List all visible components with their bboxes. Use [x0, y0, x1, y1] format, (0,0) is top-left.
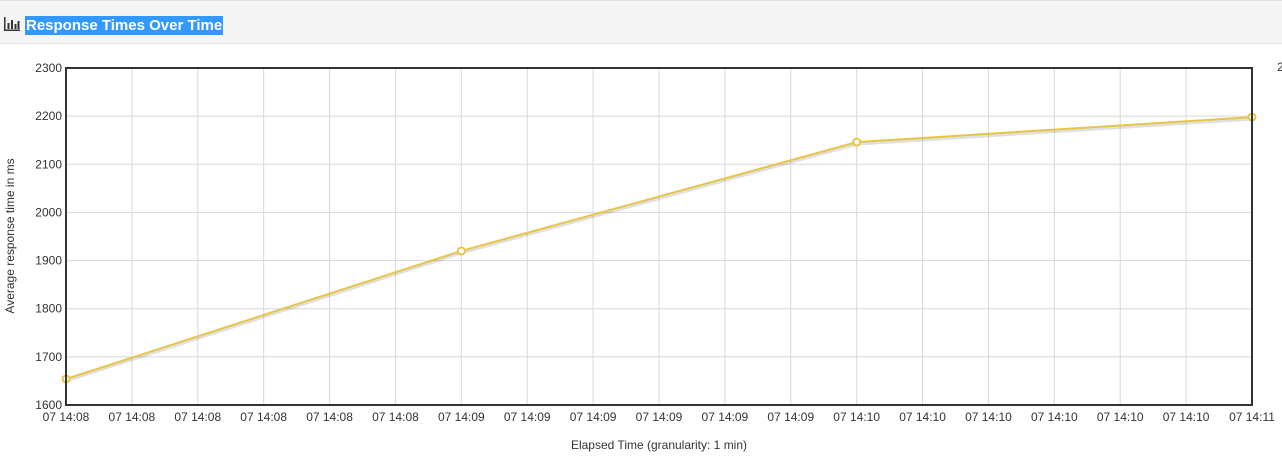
x-axis-ticks: 07 14:08 07 14:08 07 14:08 07 14:08 07 14:08…: [43, 410, 1276, 424]
x-tick-label: 07 14:09: [702, 410, 749, 424]
y-tick-label: 1700: [35, 350, 62, 364]
chart-grid: [65, 67, 1253, 406]
x-tick-label: 07 14:10: [833, 410, 880, 424]
response-time-chart: 1600 1700 1800 1900 2000 2100 2200 2300 07 14:0…: [3, 61, 1276, 452]
x-tick-label: 07 14:08: [372, 410, 419, 424]
x-tick-label: 07 14:08: [43, 410, 90, 424]
x-tick-label: 07 14:08: [306, 410, 353, 424]
series-line: [65, 116, 1253, 380]
bar-chart-icon: [4, 17, 20, 31]
x-tick-label: 07 14:08: [109, 410, 156, 424]
chart-area: 1600 1700 1800 1900 2000 2100 2200 2300 07 14:0…: [0, 44, 1282, 465]
x-tick-label: 07 14:09: [570, 410, 617, 424]
x-axis-label: Elapsed Time (granularity: 1 min): [571, 438, 747, 452]
x-tick-label: 07 14:09: [636, 410, 683, 424]
plot-frame: [65, 67, 1253, 406]
x-tick-label: 07 14:08: [240, 410, 287, 424]
panel-title[interactable]: Response Times Over Time: [25, 16, 224, 35]
y-tick-label: 2300: [35, 61, 62, 75]
x-tick-label: 07 14:09: [767, 410, 814, 424]
edge-glyph: 2: [1277, 60, 1282, 74]
x-tick-label: 07 14:10: [965, 410, 1012, 424]
y-axis-ticks: 1600 1700 1800 1900 2000 2100 2200 2300: [35, 61, 62, 412]
x-tick-label: 07 14:09: [438, 410, 485, 424]
panel-heading: Response Times Over Time: [0, 0, 1282, 44]
data-point[interactable]: [852, 137, 862, 147]
x-tick-label: 07 14:09: [504, 410, 551, 424]
y-axis-label: Average response time in ms: [3, 158, 17, 313]
y-tick-label: 2200: [35, 109, 62, 123]
data-point[interactable]: [456, 246, 466, 256]
y-tick-label: 1600: [35, 398, 62, 412]
y-tick-label: 1800: [35, 302, 62, 316]
y-tick-label: 2000: [35, 205, 62, 219]
x-tick-label: 07 14:10: [1031, 410, 1078, 424]
y-tick-label: 1900: [35, 254, 62, 268]
x-tick-label: 07 14:10: [1163, 410, 1210, 424]
x-tick-label: 07 14:08: [174, 410, 221, 424]
x-tick-label: 07 14:10: [1097, 410, 1144, 424]
chart-series: [61, 112, 1257, 384]
x-tick-label: 07 14:10: [899, 410, 946, 424]
y-tick-label: 2100: [35, 157, 62, 171]
x-tick-label: 07 14:11: [1229, 410, 1275, 424]
series-shadow: [65, 117, 1253, 383]
